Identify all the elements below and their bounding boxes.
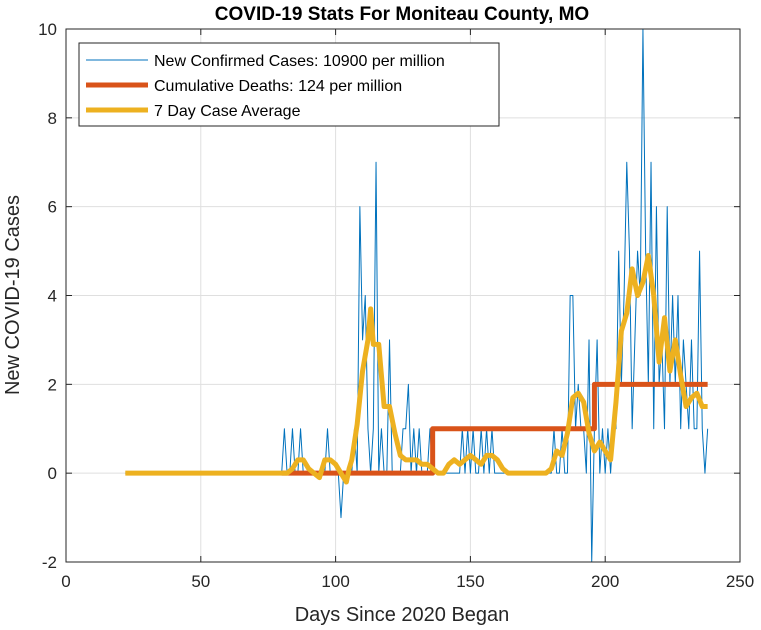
x-tick-label: 50 — [191, 572, 210, 591]
legend-label-new-cases: New Confirmed Cases: 10900 per million — [154, 53, 445, 70]
x-tick-label: 0 — [61, 572, 70, 591]
x-tick-label: 100 — [321, 572, 349, 591]
legend: New Confirmed Cases: 10900 per million C… — [79, 43, 499, 126]
y-tick-label: 4 — [48, 287, 57, 306]
y-axis-label: New COVID-19 Cases — [2, 195, 24, 395]
y-tick-label: 6 — [48, 198, 57, 217]
y-tick-label: 10 — [38, 20, 57, 39]
case-average-line — [125, 256, 707, 483]
y-tick-label: 8 — [48, 109, 57, 128]
x-tick-label: 150 — [456, 572, 484, 591]
legend-label-deaths: Cumulative Deaths: 124 per million — [154, 78, 402, 95]
chart-title: COVID-19 Stats For Moniteau County, MO — [215, 4, 589, 25]
y-tick-label: -2 — [42, 553, 57, 572]
x-axis-label: Days Since 2020 Began — [295, 604, 510, 626]
y-tick-label: 0 — [48, 464, 57, 483]
y-tick-label: 2 — [48, 375, 57, 394]
legend-label-average: 7 Day Case Average — [154, 103, 301, 120]
x-tick-label: 200 — [591, 572, 619, 591]
x-tick-label: 250 — [726, 572, 754, 591]
